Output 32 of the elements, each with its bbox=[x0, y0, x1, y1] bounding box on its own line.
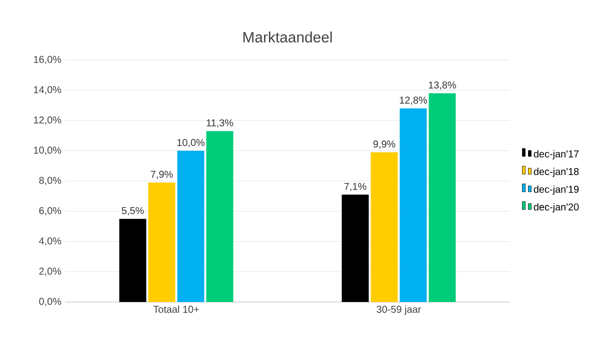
chart-title: Marktaandeel bbox=[243, 32, 332, 42]
y-tick-label: 10,0% bbox=[34, 146, 62, 155]
bar bbox=[119, 218, 146, 302]
y-tick-label: 2,0% bbox=[39, 268, 62, 276]
y-tick-label: 0,0% bbox=[39, 298, 62, 306]
legend-label: dec-jan'20 bbox=[534, 203, 579, 212]
bar bbox=[428, 93, 456, 302]
data-label: 7,1% bbox=[344, 182, 366, 192]
x-tick-label: 30-59 jaar bbox=[376, 306, 422, 315]
data-label: 12,8% bbox=[400, 96, 428, 105]
y-tick-label: 4,0% bbox=[39, 237, 62, 246]
y-tick-label: 16,0% bbox=[34, 56, 62, 64]
bar bbox=[400, 108, 427, 302]
data-label: 5,5% bbox=[122, 207, 144, 216]
legend-label: dec-jan'19 bbox=[534, 185, 579, 195]
bar bbox=[206, 131, 234, 302]
y-tick-label: 8,0% bbox=[39, 176, 62, 186]
data-label: 7,9% bbox=[150, 170, 173, 179]
legend-label: dec-jan'17 bbox=[534, 150, 579, 160]
data-label: 13,8% bbox=[428, 82, 456, 90]
data-label: 11,3% bbox=[206, 119, 234, 128]
data-label: 9,9% bbox=[373, 140, 396, 149]
bar bbox=[342, 194, 369, 302]
data-label: 10,0% bbox=[177, 139, 205, 148]
y-tick-label: 6,0% bbox=[39, 207, 62, 216]
bar bbox=[177, 150, 204, 302]
x-tick-label: Totaal 10+ bbox=[153, 306, 199, 313]
bar bbox=[148, 182, 176, 302]
y-tick-label: 12,0% bbox=[34, 116, 62, 125]
legend-label: dec-jan'18 bbox=[534, 168, 579, 178]
bar bbox=[370, 152, 398, 302]
y-tick-label: 14,0% bbox=[34, 86, 62, 94]
